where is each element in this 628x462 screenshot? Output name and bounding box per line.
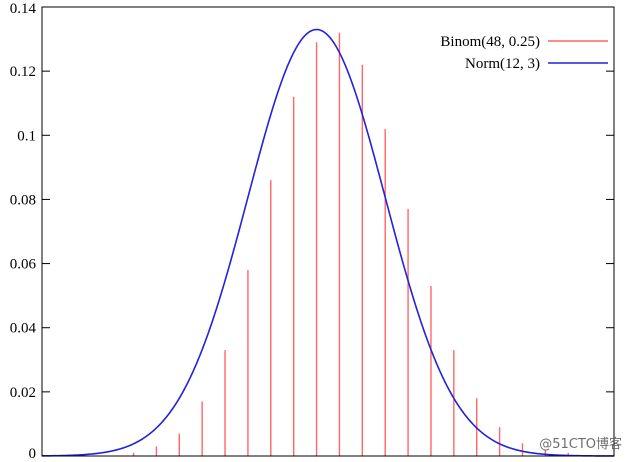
- y-tick-label: 0.1: [17, 128, 36, 144]
- y-axis: 0 0.02 0.04 0.06 0.08 0.1 0.12 0.14: [10, 1, 614, 462]
- watermark: @51CTO博客: [539, 437, 622, 452]
- legend-label-norm: Norm(12, 3): [465, 56, 540, 72]
- legend-label-binom: Binom(48, 0.25): [440, 34, 540, 50]
- binomial-bars: [132, 32, 569, 456]
- y-tick-label: 0.06: [10, 257, 37, 273]
- y-tick-label: 0.02: [10, 385, 36, 401]
- normal-curve: [41, 28, 614, 457]
- y-tick-label: 0.08: [10, 192, 36, 208]
- y-tick-label: 0.14: [10, 1, 37, 17]
- y-tick-label: 0.04: [10, 321, 37, 337]
- y-tick-label: 0.12: [10, 64, 36, 80]
- plot-frame: [41, 6, 615, 457]
- y-tick-label: 0: [29, 446, 37, 462]
- legend: Binom(48, 0.25) Norm(12, 3): [440, 34, 608, 72]
